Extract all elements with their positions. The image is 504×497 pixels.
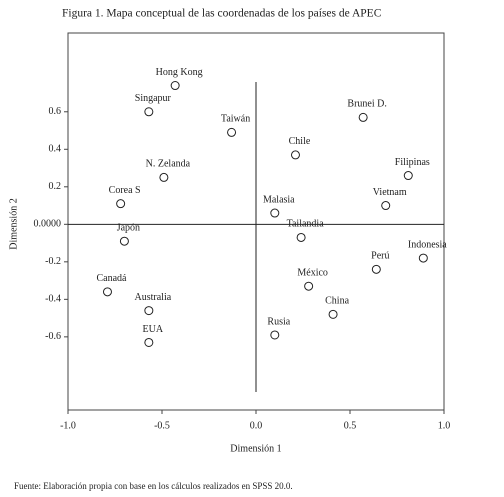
x-axis-label: Dimensión 1 <box>230 443 281 454</box>
point <box>144 337 154 347</box>
y-tick-label: -0.6 <box>45 331 61 342</box>
point-label: Canadá <box>96 273 127 284</box>
x-tick-label: 0.5 <box>344 420 357 431</box>
point-label: N. Zelanda <box>146 159 191 170</box>
point-label: EUA <box>143 324 164 335</box>
source-note: Fuente: Elaboración propia con base en l… <box>14 481 293 491</box>
point-label: Taiwán <box>221 114 250 125</box>
point-label: Rusia <box>267 316 290 327</box>
point-label: Indonesia <box>408 239 447 250</box>
y-tick-label: 0.4 <box>49 144 62 155</box>
point <box>227 127 237 137</box>
point-label: Corea S <box>109 185 141 196</box>
y-axis-label: Dimensión 2 <box>8 198 19 249</box>
point-label: Malasia <box>263 194 295 205</box>
point <box>290 150 300 160</box>
point-label: Chile <box>289 136 311 147</box>
point-label: Japón <box>117 222 140 233</box>
y-tick-label: 0.0000 <box>34 219 62 230</box>
x-tick-label: -0.5 <box>154 420 170 431</box>
x-tick-label: -1.0 <box>60 420 76 431</box>
y-tick-label: 0.6 <box>49 106 62 117</box>
point-label: Vietnam <box>373 187 407 198</box>
point-label: México <box>297 268 328 279</box>
point <box>418 253 428 263</box>
y-tick-label: -0.2 <box>45 256 61 267</box>
point <box>358 112 368 122</box>
point-label: China <box>325 296 349 307</box>
point <box>304 281 314 291</box>
point <box>144 107 154 117</box>
point <box>170 81 180 91</box>
point-label: Filipinas <box>395 157 430 168</box>
point-label: Hong Kong <box>156 67 203 78</box>
point-label: Tailandia <box>287 219 325 230</box>
point <box>270 208 280 218</box>
point <box>119 236 129 246</box>
chart-title: Figura 1. Mapa conceptual de las coorden… <box>62 8 382 20</box>
point <box>381 201 391 211</box>
point-label: Perú <box>371 251 389 262</box>
y-tick-label: 0.2 <box>49 181 62 192</box>
point <box>371 264 381 274</box>
x-tick-label: 0.0 <box>250 420 263 431</box>
point <box>116 199 126 209</box>
point-label: Singapur <box>135 93 172 104</box>
point <box>159 172 169 182</box>
point <box>403 171 413 181</box>
y-tick-label: -0.4 <box>45 294 61 305</box>
point <box>270 330 280 340</box>
point <box>296 232 306 242</box>
point <box>102 287 112 297</box>
point <box>144 306 154 316</box>
point <box>328 309 338 319</box>
point-label: Australia <box>135 292 172 303</box>
point-label: Brunei D. <box>347 99 386 110</box>
x-tick-label: 1.0 <box>438 420 451 431</box>
